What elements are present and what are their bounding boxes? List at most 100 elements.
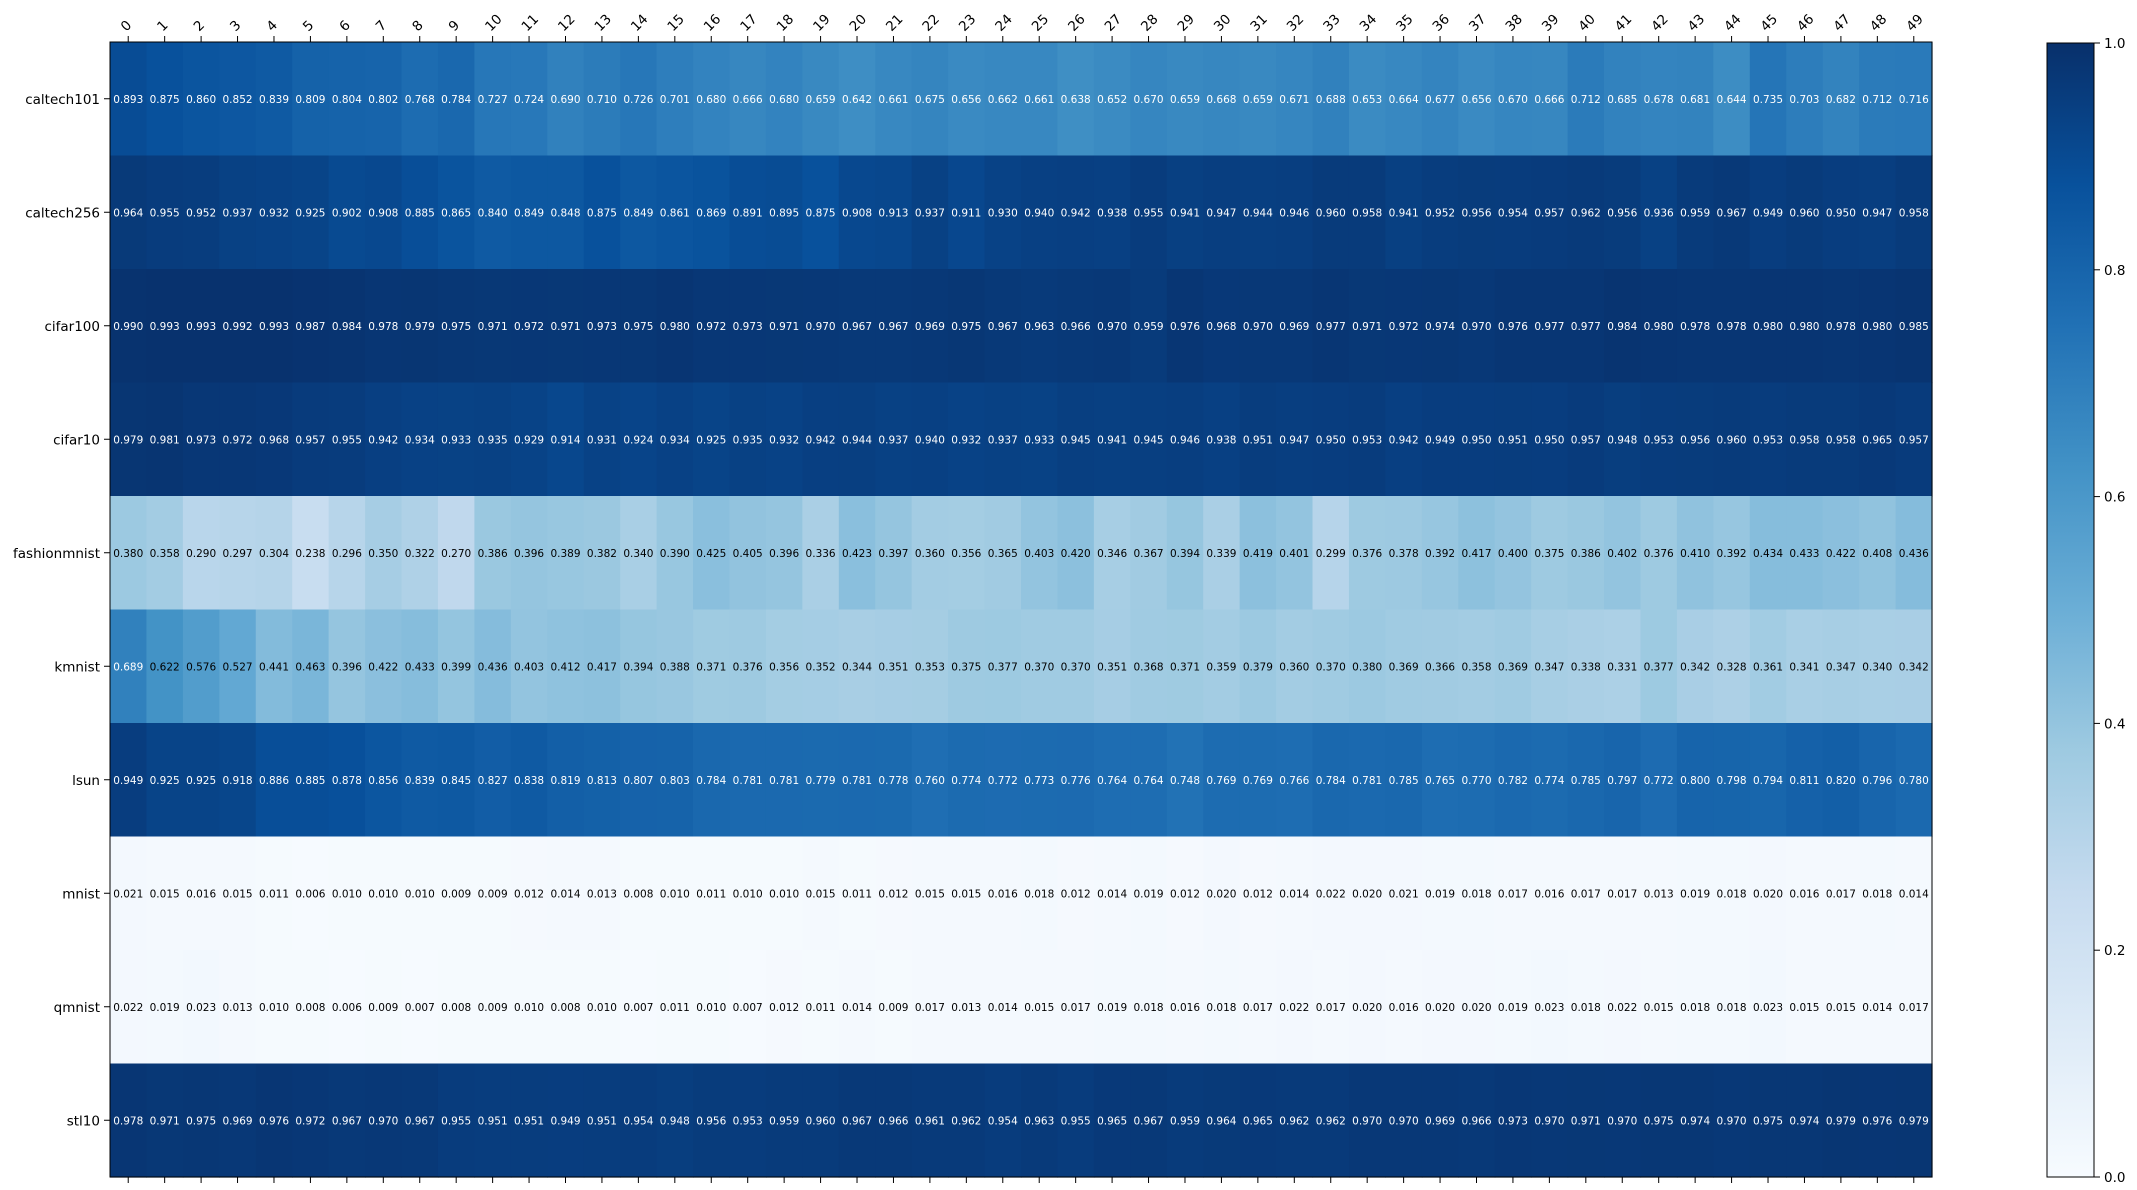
- cell-value-label: 0.979: [1826, 1115, 1856, 1127]
- heatmap-cell: [1385, 42, 1423, 157]
- cell-value-label: 0.885: [295, 775, 325, 787]
- cell-value-label: 0.399: [441, 661, 471, 673]
- heatmap-cell: [1385, 836, 1423, 951]
- heatmap-cell: [1348, 269, 1386, 384]
- heatmap-cell: [1531, 269, 1569, 384]
- cell-value-label: 0.772: [1644, 775, 1674, 787]
- cell-value-label: 0.978: [1680, 321, 1710, 333]
- cell-value-label: 0.010: [769, 888, 799, 900]
- x-tick-label: 21: [883, 11, 906, 34]
- heatmap-cell: [1458, 723, 1496, 838]
- heatmap-cell: [146, 155, 184, 270]
- cell-value-label: 0.377: [988, 661, 1018, 673]
- heatmap-cell: [401, 723, 439, 838]
- cell-value-label: 0.947: [1862, 207, 1892, 219]
- cell-value-label: 0.974: [1789, 1115, 1819, 1127]
- cell-value-label: 0.942: [1061, 207, 1091, 219]
- cell-value-label: 0.797: [1607, 775, 1637, 787]
- heatmap-cell: [1166, 269, 1204, 384]
- cell-value-label: 0.914: [550, 434, 580, 446]
- cell-value-label: 0.376: [733, 661, 763, 673]
- cell-value-label: 0.967: [988, 321, 1018, 333]
- heatmap-cell: [620, 269, 658, 384]
- cell-value-label: 0.009: [478, 888, 508, 900]
- heatmap-cell: [984, 723, 1022, 838]
- cell-value-label: 0.952: [186, 207, 216, 219]
- heatmap-cell: [401, 609, 439, 724]
- heatmap-cell: [1749, 723, 1787, 838]
- cell-value-label: 0.971: [769, 321, 799, 333]
- heatmap-cell: [1203, 1063, 1241, 1178]
- cell-value-label: 0.765: [1425, 775, 1455, 787]
- heatmap-cell: [510, 723, 548, 838]
- cell-value-label: 0.984: [1607, 321, 1637, 333]
- heatmap-cell: [911, 723, 949, 838]
- cell-value-label: 0.365: [988, 548, 1018, 560]
- cell-value-label: 0.008: [550, 1002, 580, 1014]
- heatmap-cell: [1895, 609, 1933, 724]
- heatmap-cell: [110, 155, 148, 270]
- cell-value-label: 0.969: [1425, 1115, 1455, 1127]
- cell-value-label: 0.813: [587, 775, 617, 787]
- heatmap-cell: [911, 950, 949, 1065]
- cell-value-label: 0.849: [514, 207, 544, 219]
- cell-value-label: 0.010: [368, 888, 398, 900]
- cell-value-label: 0.019: [1134, 888, 1164, 900]
- heatmap-cell: [802, 42, 840, 157]
- heatmap-cell: [1822, 496, 1860, 611]
- heatmap-cell: [1130, 609, 1168, 724]
- heatmap-cell: [1203, 836, 1241, 951]
- cell-value-label: 0.422: [368, 661, 398, 673]
- heatmap-cell: [1239, 836, 1277, 951]
- cell-value-label: 0.937: [988, 434, 1018, 446]
- heatmap-cell: [255, 1063, 293, 1178]
- cell-value-label: 0.937: [878, 434, 908, 446]
- cell-value-label: 0.238: [295, 548, 325, 560]
- cell-value-label: 0.893: [113, 94, 143, 106]
- heatmap-cell: [765, 950, 803, 1065]
- cell-value-label: 0.622: [150, 661, 180, 673]
- cell-value-label: 0.869: [696, 207, 726, 219]
- heatmap-cell: [1749, 496, 1787, 611]
- heatmap-cell: [1749, 950, 1787, 1065]
- x-tick-label: 10: [482, 11, 505, 34]
- cell-value-label: 0.018: [1024, 888, 1054, 900]
- heatmap-cell: [292, 609, 330, 724]
- heatmap-cell: [182, 1063, 220, 1178]
- cell-value-label: 0.796: [1862, 775, 1892, 787]
- heatmap-cell: [146, 950, 184, 1065]
- cell-value-label: 0.936: [1644, 207, 1674, 219]
- cell-value-label: 0.342: [1680, 661, 1710, 673]
- cell-value-label: 0.379: [1243, 661, 1273, 673]
- cell-value-label: 0.638: [1061, 94, 1091, 106]
- cell-value-label: 0.341: [1789, 661, 1819, 673]
- heatmap-cell: [1604, 609, 1642, 724]
- y-tick-label: stl10: [67, 1113, 100, 1129]
- x-tick-label: 38: [1502, 11, 1525, 34]
- cell-value-label: 0.967: [842, 1115, 872, 1127]
- heatmap-cell: [547, 42, 585, 157]
- heatmap-cell: [838, 723, 876, 838]
- heatmap-cell: [693, 269, 731, 384]
- cell-value-label: 0.661: [1024, 94, 1054, 106]
- cell-value-label: 0.963: [1024, 1115, 1054, 1127]
- cell-value-label: 0.970: [368, 1115, 398, 1127]
- heatmap-cell: [1640, 42, 1678, 157]
- cell-value-label: 0.819: [550, 775, 580, 787]
- cell-value-label: 0.008: [623, 888, 653, 900]
- cell-value-label: 0.970: [1534, 1115, 1564, 1127]
- cell-value-label: 0.950: [1534, 434, 1564, 446]
- cell-value-label: 0.971: [478, 321, 508, 333]
- cell-value-label: 0.978: [113, 1115, 143, 1127]
- cell-value-label: 0.016: [1534, 888, 1564, 900]
- heatmap-cell: [1895, 836, 1933, 951]
- heatmap-cell: [693, 155, 731, 270]
- heatmap-cell: [1239, 382, 1277, 497]
- heatmap-cell: [110, 382, 148, 497]
- cell-value-label: 0.925: [295, 207, 325, 219]
- heatmap-cell: [1859, 836, 1897, 951]
- cell-value-label: 0.800: [1680, 775, 1710, 787]
- x-tick-label: 41: [1612, 11, 1635, 34]
- cell-value-label: 0.951: [1243, 434, 1273, 446]
- heatmap-cell: [110, 496, 148, 611]
